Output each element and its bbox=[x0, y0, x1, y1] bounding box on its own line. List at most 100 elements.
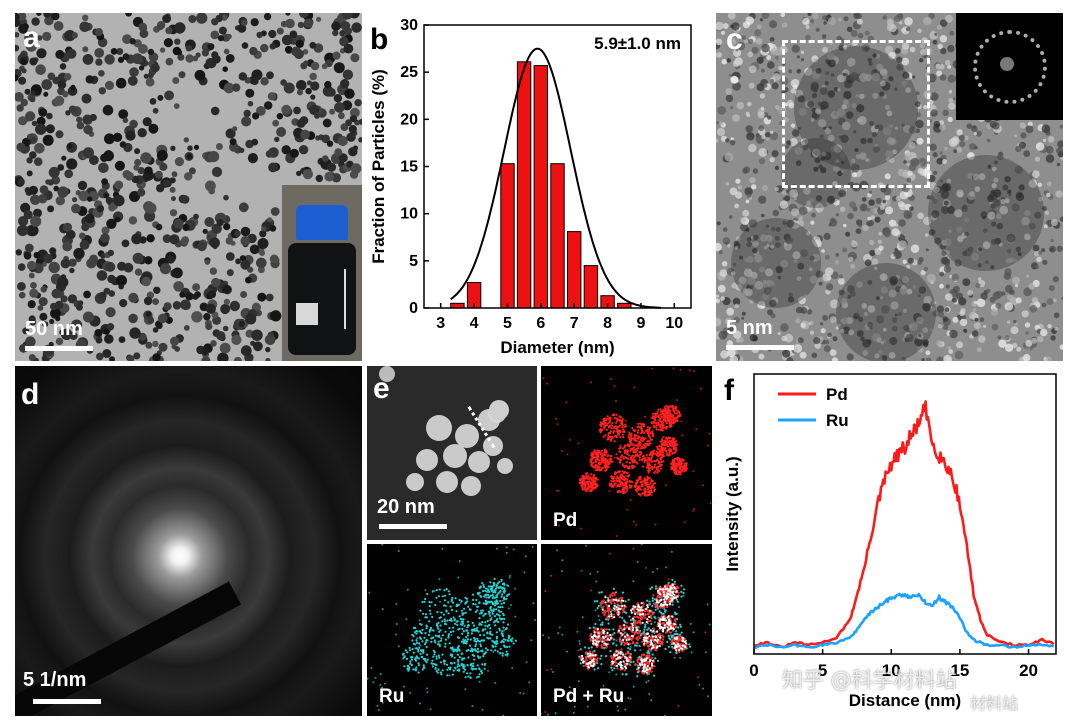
map-dot bbox=[480, 612, 483, 615]
noise-dot bbox=[793, 197, 797, 201]
noise-dot bbox=[797, 337, 804, 344]
noise-dot bbox=[824, 339, 830, 345]
map-dot bbox=[474, 645, 477, 648]
map-dot bbox=[452, 601, 455, 604]
noise-dot bbox=[830, 316, 837, 323]
nanoparticle bbox=[129, 327, 141, 339]
map-dot bbox=[419, 631, 422, 634]
noise-dot bbox=[856, 330, 864, 337]
map-dot bbox=[627, 457, 630, 460]
x-tick-label-7: 7 bbox=[570, 315, 579, 332]
noise-dot bbox=[859, 93, 865, 100]
map-dot bbox=[688, 643, 691, 646]
map-dot bbox=[417, 662, 420, 665]
nanoparticle bbox=[305, 87, 312, 95]
noise-dot bbox=[957, 235, 964, 243]
nanoparticle bbox=[28, 272, 35, 279]
nanoparticle bbox=[108, 290, 115, 297]
map-dot bbox=[655, 428, 658, 431]
map-bg-dot bbox=[654, 523, 657, 526]
map-dot bbox=[405, 657, 408, 660]
noise-dot bbox=[971, 330, 979, 337]
map-dot bbox=[625, 465, 628, 468]
map-dot bbox=[474, 649, 478, 652]
nanoparticle bbox=[76, 116, 83, 123]
map-dot bbox=[499, 585, 502, 588]
map-dot bbox=[630, 443, 633, 446]
noise-dot bbox=[805, 25, 810, 29]
map-dot bbox=[590, 473, 593, 476]
nanoparticle bbox=[239, 147, 245, 153]
map-dot bbox=[438, 643, 441, 646]
nanoparticle bbox=[75, 190, 81, 196]
map-dot bbox=[505, 597, 508, 600]
noise-dot bbox=[809, 275, 818, 284]
nanoparticle bbox=[289, 30, 298, 39]
map-dot bbox=[437, 640, 440, 643]
noise-dot bbox=[802, 144, 809, 151]
noise-dot bbox=[809, 197, 815, 203]
nanoparticle bbox=[15, 32, 20, 38]
nanoparticle bbox=[231, 334, 242, 345]
noise-dot bbox=[716, 127, 726, 137]
noise-dot bbox=[769, 157, 775, 163]
nanoparticle bbox=[196, 13, 208, 24]
noise-dot bbox=[771, 150, 779, 158]
map-dot bbox=[460, 620, 463, 623]
map-dot bbox=[617, 485, 621, 488]
noise-dot bbox=[932, 310, 940, 317]
map-bg-dot bbox=[450, 634, 453, 637]
map-dot bbox=[404, 649, 407, 652]
nanoparticle bbox=[94, 329, 103, 337]
map-dot bbox=[645, 453, 648, 457]
nanoparticle bbox=[96, 352, 104, 361]
nanoparticle bbox=[338, 112, 345, 120]
map-dot bbox=[651, 605, 654, 608]
map-dot bbox=[496, 618, 499, 621]
map-dot bbox=[443, 599, 446, 602]
noise-dot bbox=[946, 205, 955, 214]
noise-dot bbox=[827, 134, 835, 142]
noise-dot bbox=[771, 82, 779, 90]
map-dot bbox=[507, 634, 510, 637]
map-dot bbox=[457, 645, 460, 648]
noise-dot bbox=[903, 324, 910, 332]
nanoparticle bbox=[81, 93, 92, 104]
nanoparticle bbox=[132, 53, 143, 65]
nanoparticle bbox=[122, 34, 132, 44]
noise-dot bbox=[876, 315, 885, 324]
map-dot bbox=[655, 413, 658, 416]
map-dot bbox=[418, 642, 421, 645]
nanoparticle bbox=[261, 226, 267, 232]
map-dot bbox=[587, 477, 591, 480]
map-dot bbox=[669, 449, 672, 452]
map-dot bbox=[457, 660, 460, 663]
nanoparticle bbox=[114, 160, 125, 171]
map-dot bbox=[605, 463, 608, 466]
nanoparticle bbox=[95, 336, 103, 344]
map-dot bbox=[503, 617, 506, 620]
noise-dot bbox=[791, 44, 800, 53]
noise-dot bbox=[796, 276, 802, 281]
nanoparticle bbox=[256, 31, 263, 39]
map-dot bbox=[667, 441, 670, 444]
map-dot bbox=[658, 461, 661, 464]
noise-dot bbox=[758, 353, 765, 360]
map-dot bbox=[462, 665, 465, 668]
map-bg-dot bbox=[558, 524, 560, 527]
map-dot bbox=[479, 645, 482, 648]
map-bg-dot bbox=[397, 645, 400, 648]
noise-dot bbox=[789, 138, 798, 147]
nanoparticle bbox=[171, 171, 178, 178]
map-dot bbox=[491, 594, 494, 597]
map-dot bbox=[494, 645, 497, 648]
map-dot bbox=[680, 631, 683, 634]
map-dot bbox=[408, 646, 411, 649]
nanoparticle bbox=[265, 346, 271, 353]
map-dot bbox=[465, 636, 468, 639]
map-dot bbox=[488, 623, 491, 626]
noise-dot bbox=[1045, 210, 1049, 215]
noise-dot bbox=[991, 323, 999, 331]
map-dot bbox=[431, 590, 434, 593]
map-bg-dot bbox=[473, 630, 476, 632]
